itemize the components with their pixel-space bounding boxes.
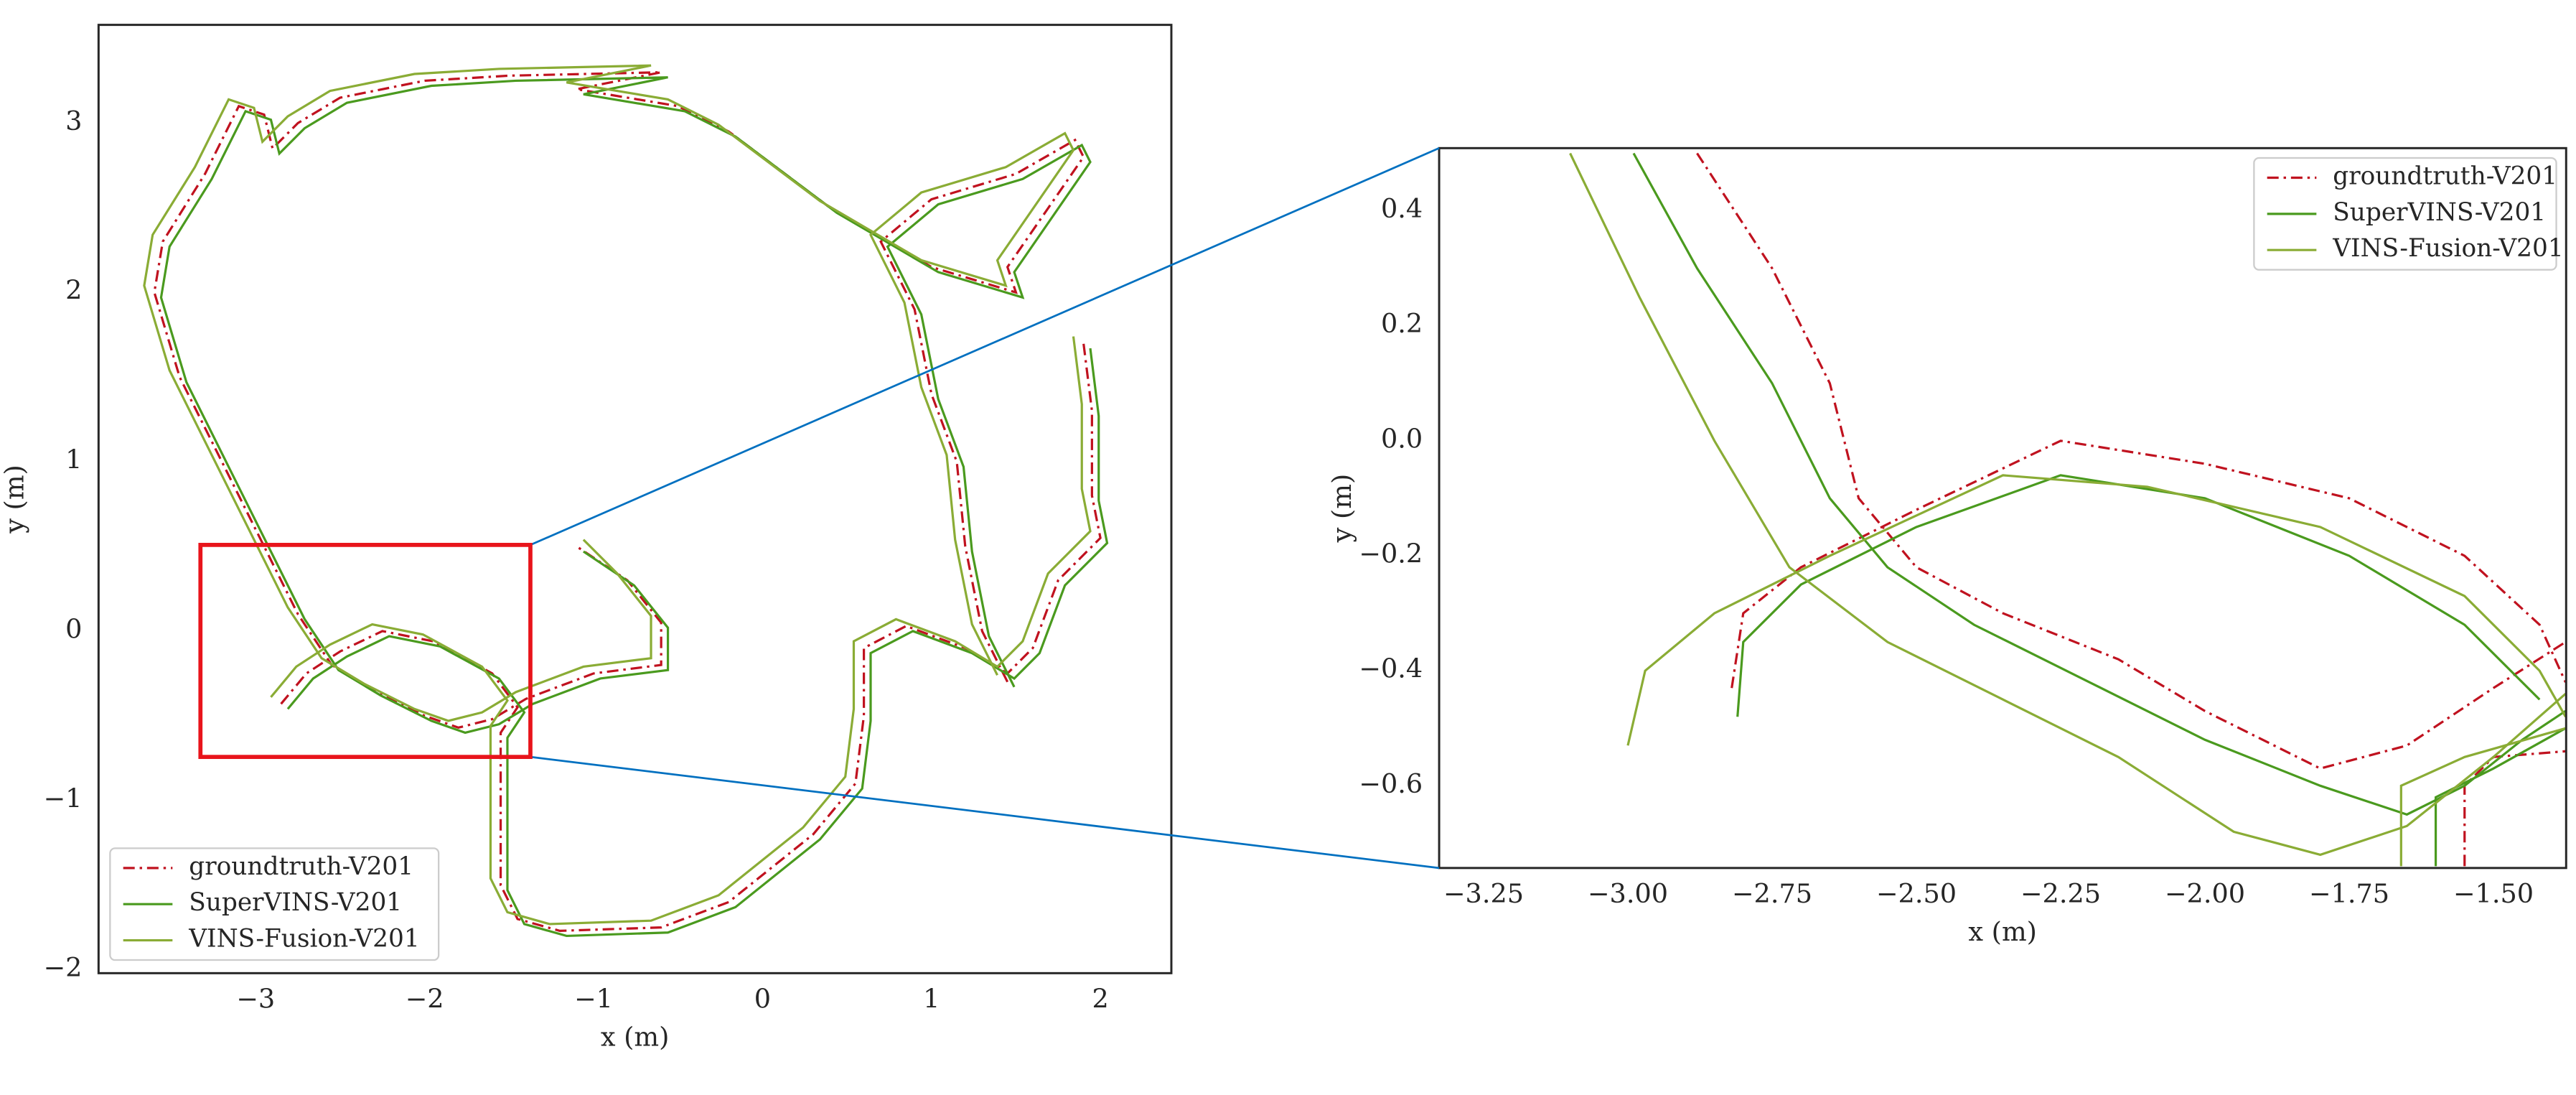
x-tick-label: −2.50 bbox=[1876, 878, 1957, 909]
legend-box bbox=[109, 847, 440, 961]
y-tick-label: 0 bbox=[65, 613, 82, 644]
x-axis-label: x (m) bbox=[1968, 916, 2037, 947]
x-tick-label: −1.75 bbox=[2309, 878, 2389, 909]
legend-label: VINS-Fusion-V201 bbox=[188, 925, 419, 954]
x-tick-label: −2.75 bbox=[1732, 878, 1812, 909]
legend-box bbox=[2253, 157, 2557, 271]
legend-label: SuperVINS-V201 bbox=[2333, 198, 2546, 227]
legend-label: VINS-Fusion-V201 bbox=[2332, 234, 2563, 263]
x-tick-label: 1 bbox=[923, 984, 940, 1015]
y-tick-label: −0.6 bbox=[1359, 768, 1423, 799]
x-tick-label: −2.25 bbox=[2020, 878, 2101, 909]
zoom-region bbox=[198, 543, 533, 760]
plot-area bbox=[1569, 152, 2567, 867]
y-tick-label: 0.2 bbox=[1381, 308, 1423, 339]
legend-label: groundtruth-V201 bbox=[2333, 162, 2557, 190]
x-tick-label: −2.00 bbox=[2165, 878, 2245, 909]
zoom-connector bbox=[530, 147, 1440, 546]
y-tick-label: 0.0 bbox=[1381, 423, 1423, 454]
y-tick-label: −0.4 bbox=[1359, 653, 1423, 684]
y-axis-label: y (m) bbox=[0, 465, 29, 534]
x-tick-label: −3.25 bbox=[1443, 878, 1524, 909]
axes-frame bbox=[97, 24, 1173, 974]
y-tick-label: 0.4 bbox=[1381, 193, 1423, 224]
x-tick-label: −1.50 bbox=[2453, 878, 2534, 909]
trajectory-line bbox=[143, 64, 1092, 926]
y-tick-label: −0.2 bbox=[1359, 539, 1423, 569]
trajectory-line bbox=[1569, 152, 2567, 867]
axes-frame bbox=[1438, 146, 2567, 870]
trajectory-line bbox=[1696, 152, 2567, 867]
zoom-connector bbox=[530, 755, 1440, 870]
y-tick-label: −2 bbox=[43, 952, 82, 983]
y-tick-label: 1 bbox=[65, 444, 82, 475]
y-tick-label: −1 bbox=[43, 783, 82, 814]
plot-area bbox=[143, 64, 1109, 938]
x-axis-label: x (m) bbox=[601, 1021, 670, 1052]
trajectory-line bbox=[159, 76, 1109, 938]
legend-label: groundtruth-V201 bbox=[189, 852, 413, 881]
x-tick-label: −2 bbox=[406, 984, 444, 1015]
trajectory-line bbox=[1632, 152, 2567, 867]
legend-label: SuperVINS-V201 bbox=[189, 888, 402, 917]
x-tick-label: 0 bbox=[754, 984, 771, 1015]
x-tick-label: −3 bbox=[236, 984, 275, 1015]
x-tick-label: 2 bbox=[1092, 984, 1108, 1015]
y-tick-label: 2 bbox=[65, 275, 82, 306]
y-tick-label: 3 bbox=[65, 106, 82, 136]
x-tick-label: −3.00 bbox=[1588, 878, 1668, 909]
x-tick-label: −1 bbox=[574, 984, 613, 1015]
y-axis-label: y (m) bbox=[1326, 474, 1357, 544]
